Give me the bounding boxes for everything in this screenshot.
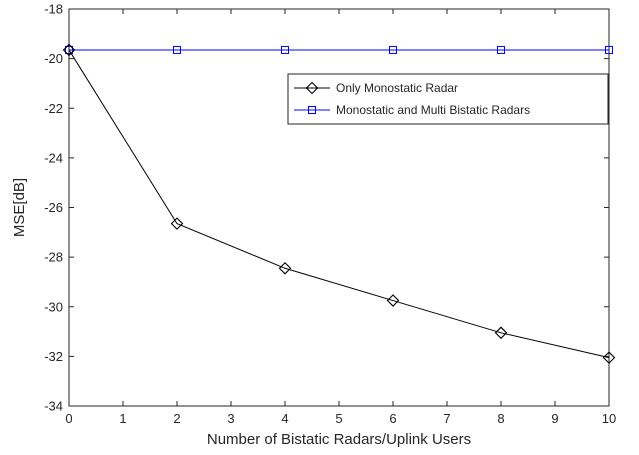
x-tick-label: 9 [551, 411, 558, 426]
x-tick-label: 2 [173, 411, 180, 426]
y-axis-ticks: -34 -32 -30 -28 -26 -24 -22 -20 -18 [44, 2, 609, 414]
x-axis-ticks: 0 1 2 3 4 5 6 7 8 9 10 [65, 9, 616, 426]
x-tick-label: 4 [281, 411, 288, 426]
legend-label: Only Monostatic Radar [336, 81, 458, 95]
legend-box [287, 73, 609, 125]
x-tick-label: 10 [602, 411, 616, 426]
x-tick-label: 7 [443, 411, 450, 426]
y-tick-label: -26 [44, 200, 63, 215]
data-point-square [605, 45, 613, 54]
y-tick-label: -18 [44, 2, 63, 17]
data-point-diamond [170, 217, 184, 230]
data-point-diamond [494, 326, 508, 340]
data-point-diamond [602, 351, 616, 364]
x-tick-label: 0 [65, 411, 72, 426]
legend-label: Monostatic and Multi Bistatic Radars [336, 103, 530, 117]
y-tick-label: -28 [44, 250, 63, 265]
data-point-diamond [278, 262, 292, 275]
x-tick-label: 5 [335, 411, 342, 426]
x-tick-label: 6 [389, 411, 396, 426]
legend: Only Monostatic Radar Monostatic and Mult… [287, 73, 609, 125]
plot-area [68, 8, 610, 407]
plot-frame [68, 8, 610, 407]
y-tick-label: -22 [44, 101, 63, 116]
data-point-diamond [386, 294, 400, 307]
series-diamond [62, 43, 616, 364]
y-tick-label: -30 [44, 299, 63, 314]
series-line [68, 49, 610, 359]
series-layer [62, 43, 616, 364]
data-point-square [65, 45, 73, 54]
x-tick-label: 8 [497, 411, 504, 426]
data-point-square [281, 45, 289, 54]
y-axis-label: MSE[dB] [11, 178, 28, 237]
data-point-square [389, 45, 397, 54]
series-square [65, 45, 613, 54]
legend-marker-diamond [305, 81, 319, 95]
legend-item: Only Monostatic Radar [294, 81, 458, 95]
data-point-square [173, 45, 181, 54]
x-tick-label: 3 [227, 411, 234, 426]
legend-item: Monostatic and Multi Bistatic Radars [294, 103, 530, 117]
legend-marker-square [308, 106, 316, 114]
data-point-square [497, 45, 505, 54]
y-tick-label: -32 [44, 349, 63, 364]
y-tick-label: -34 [44, 399, 63, 414]
x-tick-label: 1 [119, 411, 126, 426]
data-point-diamond [62, 43, 76, 57]
y-tick-label: -20 [44, 51, 63, 66]
y-tick-label: -24 [44, 150, 63, 165]
x-axis-label: Number of Bistatic Radars/Uplink Users [207, 431, 471, 448]
